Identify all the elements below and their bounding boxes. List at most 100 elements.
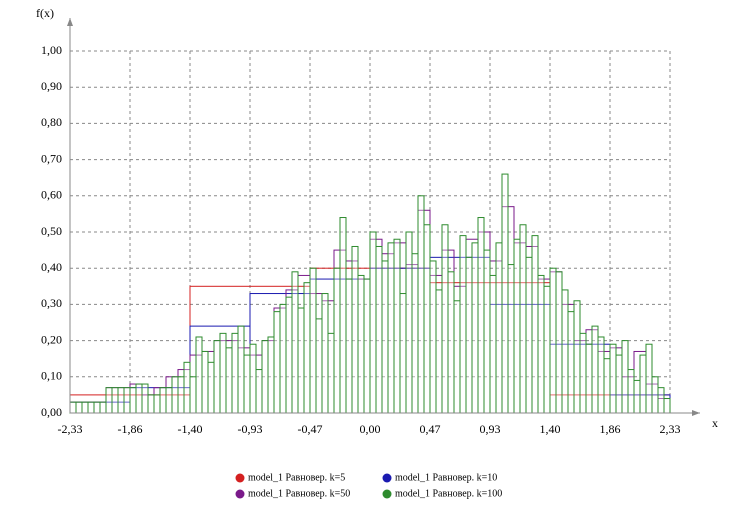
histogram-bar: [345, 278, 353, 414]
legend-marker: [382, 473, 392, 483]
histogram-bar: [195, 336, 203, 414]
histogram-bar: [231, 332, 239, 414]
histogram-bar: [309, 267, 317, 414]
histogram-bar: [375, 245, 383, 414]
histogram-bar: [327, 332, 335, 414]
y-tick-label: 0,30: [41, 296, 62, 310]
histogram-bar: [579, 332, 587, 414]
histogram-bar: [447, 271, 455, 414]
histogram-bar: [471, 242, 479, 414]
x-tick-label: -0,93: [238, 422, 263, 436]
histogram-bar: [627, 369, 635, 414]
histogram-bar: [393, 238, 401, 414]
histogram-bar: [423, 224, 431, 414]
x-axis-label: x: [712, 416, 718, 430]
histogram-bar: [351, 245, 359, 414]
histogram-bar: [531, 235, 539, 414]
histogram-bar: [219, 332, 227, 414]
legend-marker: [235, 473, 245, 483]
histogram-bar: [177, 376, 185, 414]
legend-marker: [382, 489, 392, 499]
histogram-bar: [249, 343, 257, 414]
y-tick-label: 0,10: [41, 369, 62, 383]
histogram-bar: [123, 387, 131, 414]
histogram-bar: [507, 264, 515, 414]
histogram-bar: [99, 401, 107, 414]
histogram-bar: [561, 289, 569, 414]
histogram-bar: [225, 347, 233, 414]
histogram-bar: [267, 336, 275, 414]
histogram-bar: [189, 376, 197, 414]
histogram-bar: [405, 231, 413, 414]
histogram-bar: [255, 369, 263, 414]
x-tick-label: -1,86: [118, 422, 143, 436]
histogram-bar: [213, 340, 221, 414]
histogram-bar: [417, 195, 425, 414]
legend-label: model_1 Равновер. k=100: [395, 488, 502, 499]
histogram-bar: [567, 311, 575, 414]
histogram-bar: [639, 354, 647, 414]
y-tick-label: 0,00: [41, 405, 62, 419]
legend-marker: [235, 489, 245, 499]
histogram-bar: [597, 336, 605, 414]
histogram-bar: [315, 318, 323, 414]
histogram-bar: [75, 401, 83, 414]
histogram-bar: [573, 300, 581, 414]
histogram-bar: [411, 253, 419, 414]
histogram-bar: [555, 271, 563, 414]
histogram-bar: [201, 350, 209, 414]
histogram-bar: [549, 267, 557, 414]
y-tick-label: 0,80: [41, 115, 62, 129]
histogram-bar: [657, 387, 665, 414]
histogram-bar: [357, 274, 365, 414]
histogram-bar: [381, 260, 389, 414]
histogram-bar: [159, 387, 167, 414]
histogram-bar: [153, 394, 161, 414]
histogram-bar: [105, 387, 113, 414]
y-tick-label: 0,40: [41, 260, 62, 274]
x-tick-label: -0,47: [298, 422, 323, 436]
histogram-bar: [207, 361, 215, 414]
y-axis-label: f(x): [36, 6, 54, 20]
legend-label: model_1 Равновер. k=50: [248, 488, 350, 499]
histogram-bar: [141, 383, 149, 414]
histogram-bar: [135, 383, 143, 414]
histogram-bar: [261, 340, 269, 414]
histogram-bar: [87, 401, 95, 414]
histogram-bar: [165, 387, 173, 414]
histogram-bar: [609, 343, 617, 414]
x-tick-label: 0,93: [480, 422, 501, 436]
histogram-bar: [621, 340, 629, 414]
histogram-bar: [237, 325, 245, 414]
histogram-bar: [585, 343, 593, 414]
x-tick-label: 1,86: [600, 422, 621, 436]
histogram-bar: [429, 260, 437, 414]
histogram-bar: [333, 267, 341, 414]
legend-label: model_1 Равновер. k=10: [395, 472, 497, 483]
histogram-bar: [633, 379, 641, 414]
x-tick-label: 0,47: [420, 422, 441, 436]
x-axis-arrow: [692, 410, 700, 416]
histogram-bar: [525, 256, 533, 414]
histogram-bar: [339, 217, 347, 414]
x-tick-label: 0,00: [360, 422, 381, 436]
histogram-bar: [519, 224, 527, 414]
histogram-bar: [483, 249, 491, 414]
histogram-bar: [465, 256, 473, 414]
histogram-bar: [129, 387, 137, 414]
histogram-bar: [495, 242, 503, 414]
histogram-bar: [363, 278, 371, 414]
histogram-bar: [399, 293, 407, 414]
histogram-bar: [93, 401, 101, 414]
histogram-bar: [663, 398, 671, 414]
x-tick-label: 1,40: [540, 422, 561, 436]
histogram-bar: [273, 311, 281, 414]
histogram-bar: [537, 274, 545, 414]
histogram-bar: [651, 376, 659, 414]
y-tick-label: 0,20: [41, 332, 62, 346]
y-tick-label: 0,50: [41, 224, 62, 238]
histogram-bar: [369, 231, 377, 414]
legend-label: model_1 Равновер. k=5: [248, 472, 345, 483]
histogram-bar: [297, 307, 305, 414]
x-tick-label: -1,40: [178, 422, 203, 436]
